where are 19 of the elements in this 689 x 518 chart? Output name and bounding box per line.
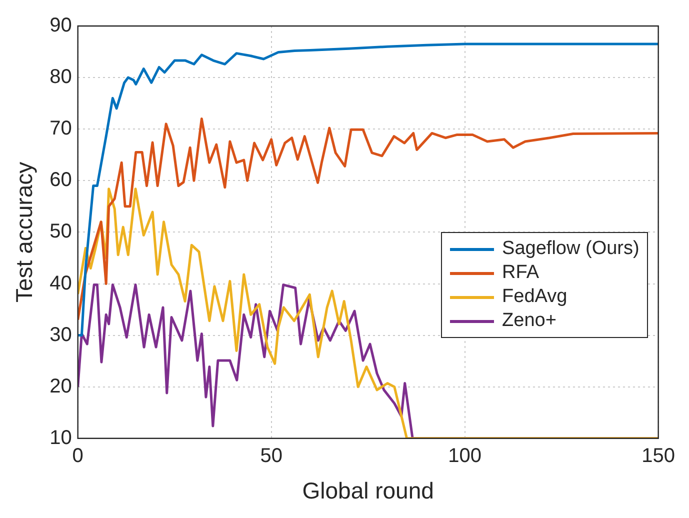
y-tick-label: 90	[50, 14, 72, 37]
legend-label: RFA	[502, 261, 539, 286]
x-tick-label: 100	[448, 444, 482, 467]
y-tick-label: 60	[50, 169, 72, 192]
legend-label: Zeno+	[502, 309, 556, 334]
y-axis-title: Test accuracy	[11, 161, 38, 303]
x-tick-label: 0	[72, 444, 84, 467]
y-tick-label: 40	[50, 272, 72, 294]
x-axis-title: Global round	[302, 478, 434, 504]
y-tick-label: 70	[50, 118, 72, 140]
x-tick-label: 150	[642, 444, 676, 467]
x-tick-label: 50	[260, 444, 282, 467]
y-tick-label: 80	[50, 66, 72, 88]
y-tick-label: 20	[50, 375, 72, 398]
y-tick-label: 30	[50, 324, 72, 346]
legend-label: FedAvg	[502, 285, 568, 310]
y-tick-label: 50	[50, 220, 72, 243]
legend-label: Sageflow (Ours)	[502, 237, 640, 262]
y-tick-label: 10	[50, 426, 72, 449]
